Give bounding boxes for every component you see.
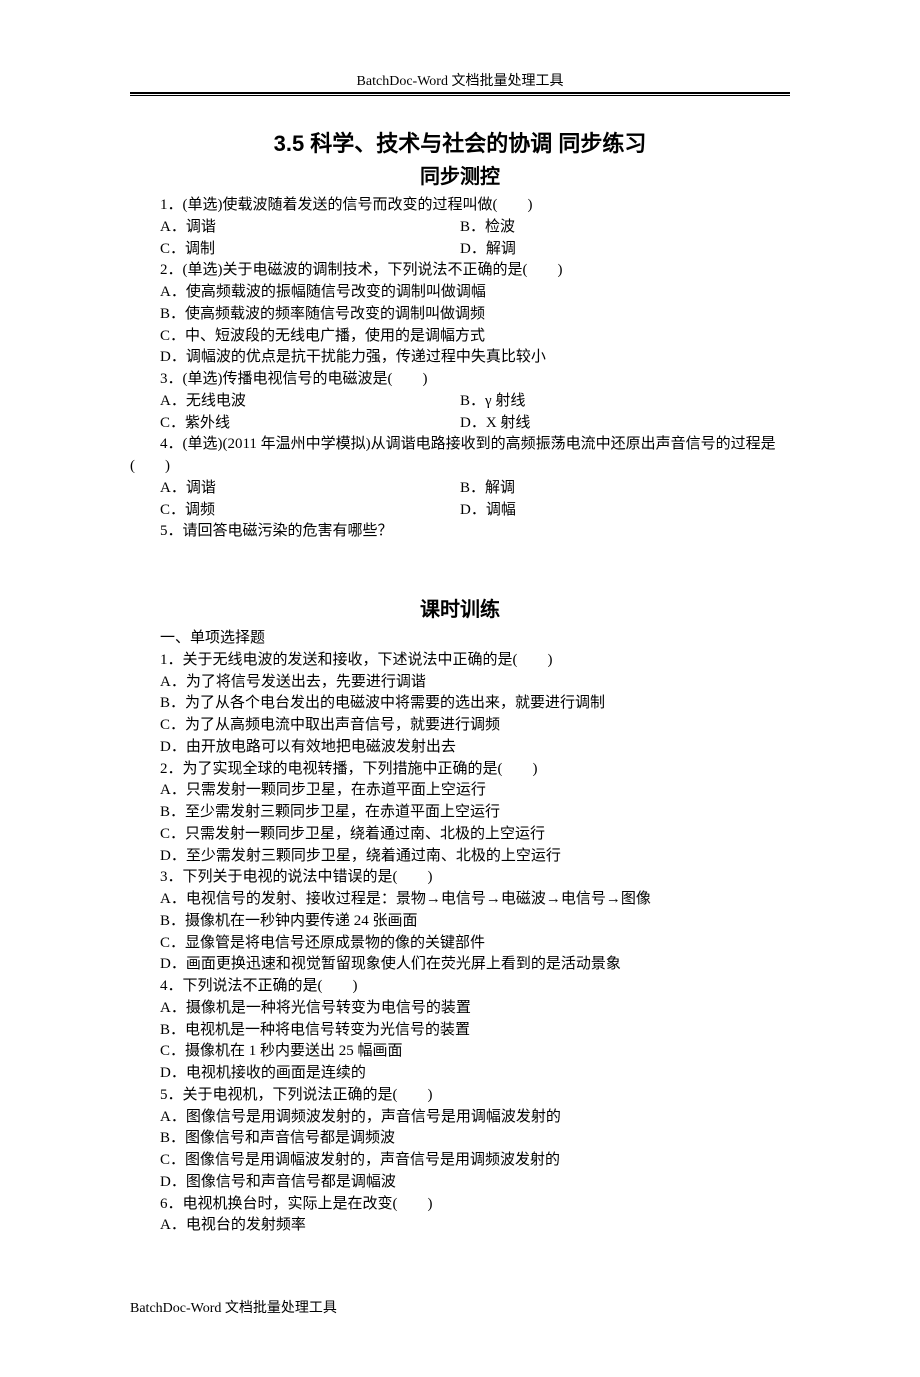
document-page: BatchDoc-Word 文档批量处理工具 3.5 科学、技术与社会的协调 同… <box>0 0 920 1377</box>
s2-q4-stem: 4．下列说法不正确的是( ) <box>130 976 790 998</box>
s1-q1-c: C．调制 <box>130 239 460 261</box>
s1-q2-c: C．中、短波段的无线电广播，使用的是调幅方式 <box>130 326 790 348</box>
s1-q4-a: A．调谐 <box>130 478 460 500</box>
s2-heading: 一、单项选择题 <box>130 628 790 650</box>
s2-q1-stem: 1．关于无线电波的发送和接收，下述说法中正确的是( ) <box>130 650 790 672</box>
s1-q3-d: D．X 射线 <box>460 413 790 435</box>
s1-q3-row1: A．无线电波 B．γ 射线 <box>130 391 790 413</box>
s1-q4-row2: C．调频 D．调幅 <box>130 500 790 522</box>
s1-q4-b: B．解调 <box>460 478 790 500</box>
section-title-2: 课时训练 <box>130 593 790 622</box>
s1-q1-stem: 1．(单选)使载波随着发送的信号而改变的过程叫做( ) <box>130 195 790 217</box>
sub-title-1: 同步测控 <box>130 160 790 189</box>
s1-q1-d: D．解调 <box>460 239 790 261</box>
s1-q2-a: A．使高频载波的振幅随信号改变的调制叫做调幅 <box>130 282 790 304</box>
s1-q3-c: C．紫外线 <box>130 413 460 435</box>
s1-q1-a: A．调谐 <box>130 217 460 239</box>
s1-q1-row1: A．调谐 B．检波 <box>130 217 790 239</box>
header-rule-thin <box>130 95 790 96</box>
s1-q4-stem-text: 4．(单选)(2011 年温州中学模拟)从调谐电路接收到的高频振荡电流中还原出声… <box>130 436 776 474</box>
s2-q2-a: A．只需发射一颗同步卫星，在赤道平面上空运行 <box>130 780 790 802</box>
s1-q1-b: B．检波 <box>460 217 790 239</box>
s1-q3-a: A．无线电波 <box>130 391 460 413</box>
s2-q1-a: A．为了将信号发送出去，先要进行调谐 <box>130 672 790 694</box>
s1-q4-d: D．调幅 <box>460 500 790 522</box>
s2-q3-c: C．显像管是将电信号还原成景物的像的关键部件 <box>130 933 790 955</box>
s2-q3-stem: 3．下列关于电视的说法中错误的是( ) <box>130 867 790 889</box>
s1-q3-b: B．γ 射线 <box>460 391 790 413</box>
page-footer: BatchDoc-Word 文档批量处理工具 <box>130 1297 790 1317</box>
s2-q3-b: B．摄像机在一秒钟内要传递 24 张画面 <box>130 911 790 933</box>
s1-q1-row2: C．调制 D．解调 <box>130 239 790 261</box>
header-rule-thick <box>130 92 790 94</box>
s1-q2-b: B．使高频载波的频率随信号改变的调制叫做调频 <box>130 304 790 326</box>
s1-q4-stem: 4．(单选)(2011 年温州中学模拟)从调谐电路接收到的高频振荡电流中还原出声… <box>130 434 790 478</box>
main-title: 3.5 科学、技术与社会的协调 同步练习 <box>130 126 790 158</box>
s1-q5: 5．请回答电磁污染的危害有哪些？ <box>130 521 790 543</box>
s2-q4-a: A．摄像机是一种将光信号转变为电信号的装置 <box>130 998 790 1020</box>
s2-q2-c: C．只需发射一颗同步卫星，绕着通过南、北极的上空运行 <box>130 824 790 846</box>
s2-q5-stem: 5．关于电视机，下列说法正确的是( ) <box>130 1085 790 1107</box>
s1-q3-row2: C．紫外线 D．X 射线 <box>130 413 790 435</box>
s2-q5-a: A．图像信号是用调频波发射的，声音信号是用调幅波发射的 <box>130 1107 790 1129</box>
s2-q3-d: D．画面更换迅速和视觉暂留现象使人们在荧光屏上看到的是活动景象 <box>130 954 790 976</box>
s2-q2-d: D．至少需发射三颗同步卫星，绕着通过南、北极的上空运行 <box>130 846 790 868</box>
s1-q4-c: C．调频 <box>130 500 460 522</box>
s1-q4-row1: A．调谐 B．解调 <box>130 478 790 500</box>
s2-q1-c: C．为了从高频电流中取出声音信号，就要进行调频 <box>130 715 790 737</box>
s2-q6-stem: 6．电视机换台时，实际上是在改变( ) <box>130 1194 790 1216</box>
s2-q4-b: B．电视机是一种将电信号转变为光信号的装置 <box>130 1020 790 1042</box>
s1-q2-d: D．调幅波的优点是抗干扰能力强，传递过程中失真比较小 <box>130 347 790 369</box>
s2-q2-stem: 2．为了实现全球的电视转播，下列措施中正确的是( ) <box>130 759 790 781</box>
s2-q5-c: C．图像信号是用调幅波发射的，声音信号是用调频波发射的 <box>130 1150 790 1172</box>
s2-q4-d: D．电视机接收的画面是连续的 <box>130 1063 790 1085</box>
s2-q4-c: C．摄像机在 1 秒内要送出 25 幅画面 <box>130 1041 790 1063</box>
s2-q5-b: B．图像信号和声音信号都是调频波 <box>130 1128 790 1150</box>
s2-q1-d: D．由开放电路可以有效地把电磁波发射出去 <box>130 737 790 759</box>
page-header: BatchDoc-Word 文档批量处理工具 <box>130 70 790 90</box>
s1-q3-stem: 3．(单选)传播电视信号的电磁波是( ) <box>130 369 790 391</box>
s1-q2-stem: 2．(单选)关于电磁波的调制技术，下列说法不正确的是( ) <box>130 260 790 282</box>
s2-q5-d: D．图像信号和声音信号都是调幅波 <box>130 1172 790 1194</box>
s2-q2-b: B．至少需发射三颗同步卫星，在赤道平面上空运行 <box>130 802 790 824</box>
s2-q3-a: A．电视信号的发射、接收过程是：景物→电信号→电磁波→电信号→图像 <box>130 889 790 911</box>
s2-q6-a: A．电视台的发射频率 <box>130 1215 790 1237</box>
s2-q1-b: B．为了从各个电台发出的电磁波中将需要的选出来，就要进行调制 <box>130 693 790 715</box>
